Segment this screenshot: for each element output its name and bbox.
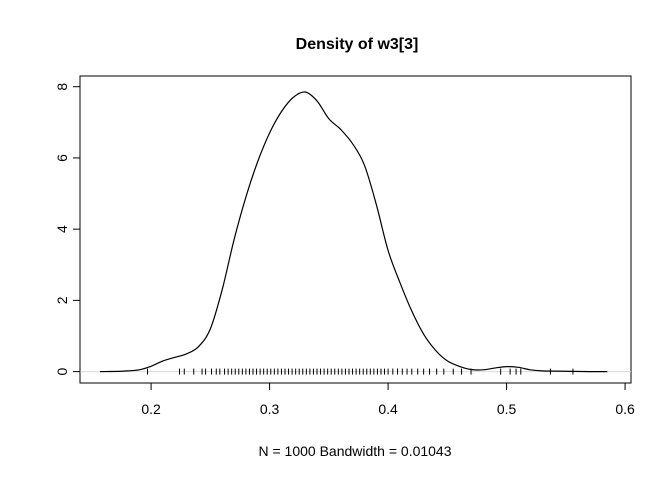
density-curve xyxy=(100,91,608,373)
x-axis: 0.2 0.3 0.4 0.5 0.6 xyxy=(141,382,635,417)
x-tick-label: 0.5 xyxy=(497,401,517,417)
x-tick-label: 0.3 xyxy=(260,401,280,417)
y-tick-label: 4 xyxy=(54,225,70,233)
y-axis: 0 2 4 6 8 xyxy=(54,83,81,376)
x-axis-label: N = 1000 Bandwidth = 0.01043 xyxy=(258,443,451,459)
y-tick-label: 8 xyxy=(54,83,70,91)
x-tick-label: 0.2 xyxy=(141,401,161,417)
y-tick-label: 0 xyxy=(54,368,70,376)
x-tick-label: 0.6 xyxy=(615,401,635,417)
x-tick-label: 0.4 xyxy=(378,401,398,417)
y-tick-label: 6 xyxy=(54,154,70,162)
chart-title: Density of w3[3] xyxy=(296,36,419,53)
y-tick-label: 2 xyxy=(54,296,70,304)
plot-frame xyxy=(79,75,632,384)
